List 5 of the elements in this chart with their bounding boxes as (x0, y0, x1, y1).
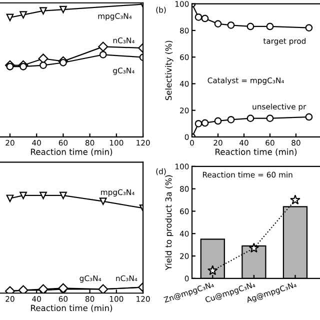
y-axis-title: Selectivity (%) (165, 40, 174, 100)
x-axis-title: Reaction time (min) (31, 304, 112, 312)
x-axis-title: Reaction time (min) (216, 148, 297, 156)
y-axis-title: Yield to product 3a (%) (165, 175, 174, 270)
x-axis-title: Reaction time (min) (31, 148, 112, 156)
